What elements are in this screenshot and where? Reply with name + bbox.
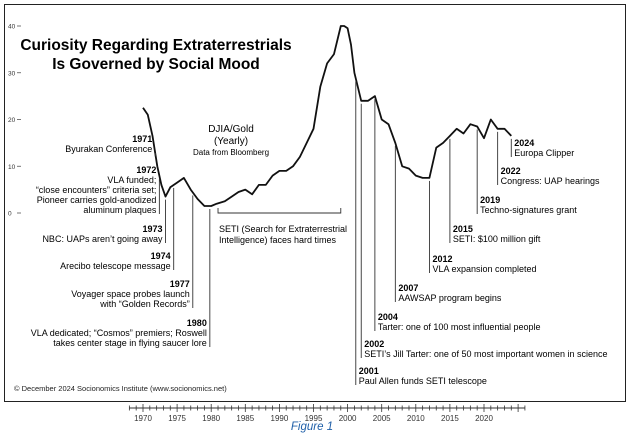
annotation-text: Congress: UAP hearings — [501, 176, 600, 186]
title-line: Is Governed by Social Mood — [52, 56, 260, 73]
y-tick-label: 10 — [8, 164, 16, 171]
annotation-year: 2012 — [432, 254, 452, 264]
annotation-year: 2015 — [453, 224, 473, 234]
annotation-text: Voyager space probes launch — [71, 289, 190, 299]
annotation-year: 1974 — [151, 251, 171, 261]
annotation-text: AAWSAP program begins — [398, 293, 502, 303]
annotation-year: 2004 — [378, 312, 398, 322]
annotation-year: 2024 — [514, 138, 534, 148]
annotation-text: Pioneer carries gold-anodized — [37, 195, 157, 205]
annotation-text: Europa Clipper — [514, 148, 574, 158]
annotation-text: Techno-signatures grant — [480, 205, 577, 215]
series-label: DJIA/Gold(Yearly)Data from Bloomberg — [193, 124, 269, 157]
annotation-year: 2007 — [398, 283, 418, 293]
annotation-year: 1977 — [170, 279, 190, 289]
x-tick-label: 2000 — [339, 414, 357, 423]
annotation-text: Tarter: one of 100 most influential peop… — [378, 322, 541, 332]
annotation-year: 1980 — [187, 318, 207, 328]
annotation-text: NBC: UAPs aren’t going away — [42, 234, 163, 244]
annotation-text: Arecibo telescope message — [60, 261, 171, 271]
series-line — [142, 25, 512, 207]
x-tick-label: 2010 — [407, 414, 425, 423]
copyright-credit: © December 2024 Socionomics Institute (w… — [14, 384, 227, 393]
series-name: DJIA/Gold — [208, 124, 254, 135]
annotation-year: 2001 — [359, 366, 379, 376]
annotation-text: VLA funded; — [107, 175, 156, 185]
annotation-text: aluminum plaques — [83, 205, 157, 215]
chart-frame — [4, 4, 626, 402]
annotation-text: “close encounters” criteria set; — [36, 185, 157, 195]
x-tick-label: 1995 — [305, 414, 323, 423]
x-tick-label: 1975 — [168, 414, 186, 423]
x-tick-label: 2005 — [373, 414, 391, 423]
x-axis: 1970 1975 1980 1985 1990 1995 2000 2005 2010 2015… — [128, 404, 526, 423]
figure-caption: Figure 1 — [291, 421, 333, 433]
annotation-year: 2022 — [501, 166, 521, 176]
x-tick-label: 1970 — [134, 414, 152, 423]
annotation-text: takes center stage in flying saucer lore — [53, 338, 207, 348]
y-tick-label: 20 — [8, 117, 16, 124]
series-frequency: (Yearly) — [214, 136, 248, 147]
chart-title: Curiosity Regarding Extraterrestrials Is … — [20, 37, 291, 73]
annotation-text: Paul Allen funds SETI telescope — [359, 376, 487, 386]
x-tick-label: 2015 — [441, 414, 459, 423]
y-tick-label: 0 — [8, 211, 12, 218]
x-tick-label: 1990 — [271, 414, 289, 423]
series-line-group — [142, 25, 512, 207]
bracket-line — [217, 208, 342, 214]
y-axis: 0 10 20 30 40 — [8, 24, 21, 218]
annotation-year: 2002 — [364, 339, 384, 349]
annotation-text: SETI: $100 million gift — [453, 234, 541, 244]
x-tick-label: 2020 — [475, 414, 493, 423]
annotation-year: 1971 — [132, 134, 152, 144]
seti-bracket: SETI (Search for ExtraterrestrialIntelli… — [217, 208, 347, 245]
bracket-note: SETI (Search for Extraterrestrial — [219, 224, 347, 234]
annotation-year: 2019 — [480, 195, 500, 205]
y-tick-label: 30 — [8, 70, 16, 77]
annotation-text: SETI’s Jill Tarter: one of 50 most impor… — [364, 349, 607, 359]
x-tick-label: 1985 — [236, 414, 254, 423]
series-source: Data from Bloomberg — [193, 148, 269, 157]
annotation-text: VLA dedicated; “Cosmos” premiers; Roswel… — [31, 328, 207, 338]
x-tick-label: 1980 — [202, 414, 220, 423]
annotation-year: 1973 — [142, 224, 162, 234]
bracket-note: Intelligence) faces hard times — [219, 235, 337, 245]
annotation-text: with “Golden Records” — [99, 299, 190, 309]
annotation-year: 1972 — [136, 165, 156, 175]
annotation-text: VLA expansion completed — [432, 264, 536, 274]
annotation-text: Byurakan Conference — [65, 144, 152, 154]
title-line: Curiosity Regarding Extraterrestrials — [20, 37, 291, 54]
y-tick-label: 40 — [8, 24, 16, 31]
